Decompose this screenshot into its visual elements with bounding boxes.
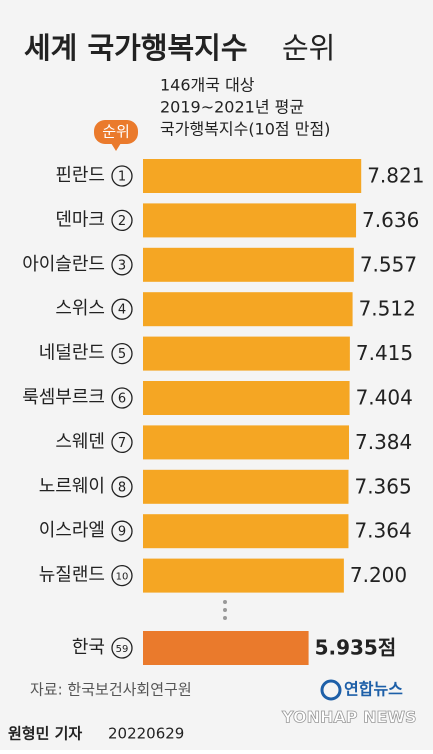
- chart-title-suffix: 순위: [282, 31, 335, 65]
- chart-title: 세계 국가행복지수: [24, 31, 248, 65]
- logo: 연합뉴스: [344, 680, 403, 699]
- bar: [143, 203, 357, 238]
- category-label: 룩셈부르크: [22, 387, 105, 408]
- value-label: 7.821: [367, 164, 424, 188]
- value-label: 7.415: [356, 341, 413, 365]
- rank-circle: [111, 209, 133, 232]
- logo-icon: [320, 679, 342, 701]
- ellipsis: [223, 600, 227, 620]
- value-label: 7.384: [355, 430, 412, 454]
- rank: 9: [118, 525, 126, 540]
- value-label: 7.365: [354, 474, 411, 498]
- rank: 10: [116, 572, 129, 583]
- rank: 6: [118, 392, 126, 407]
- value-label: 7.364: [354, 519, 411, 543]
- rank: 2: [118, 214, 126, 229]
- rank-badge-pointer: [111, 143, 121, 151]
- rank-badge-label: 순위: [102, 123, 130, 141]
- category-label: 아이슬란드: [22, 254, 105, 275]
- bar: [143, 247, 354, 282]
- value-label: 7.557: [360, 252, 417, 276]
- subtitle: 146개국 대상: [160, 76, 255, 95]
- subtitle: 국가행복지수(10점 만점): [160, 120, 330, 139]
- rank: 3: [118, 258, 126, 273]
- bar: [143, 631, 309, 665]
- bar: [143, 159, 362, 193]
- rank-circle: [111, 387, 133, 409]
- bar: [143, 425, 350, 460]
- logo-en: YONHAP NEWS: [281, 708, 417, 727]
- category-label: 뉴질랜드: [39, 565, 105, 586]
- rank-circle: [111, 165, 133, 187]
- value-label: 5.935점: [315, 636, 397, 660]
- rank: 5: [118, 347, 126, 362]
- subtitle: 2019~2021년 평균: [160, 98, 304, 117]
- value-label: 7.636: [362, 208, 419, 232]
- rank-circle: [111, 564, 133, 587]
- bar: [143, 514, 349, 549]
- rank-circle: [111, 520, 133, 542]
- bar: [143, 558, 344, 593]
- rank: 8: [118, 480, 126, 495]
- rank: 59: [116, 644, 129, 655]
- value-label: 7.512: [359, 297, 416, 321]
- category-label: 한국: [72, 637, 105, 658]
- bar: [143, 381, 350, 415]
- value-label: 7.200: [350, 563, 407, 587]
- rank: 7: [118, 436, 126, 451]
- bar: [143, 336, 350, 371]
- date: 20220629: [108, 725, 184, 743]
- rank: 4: [118, 303, 126, 318]
- bar: [143, 469, 349, 504]
- category-label: 핀란드: [55, 165, 105, 186]
- rank: 1: [118, 170, 126, 185]
- rank-circle: [111, 476, 133, 498]
- category-label: 노르웨이: [39, 476, 105, 497]
- rank-circle: [111, 637, 133, 659]
- source: 자료: 한국보건사회연구원: [30, 681, 192, 699]
- category-label: 네덜란드: [39, 343, 105, 364]
- category-label: 스위스: [55, 298, 105, 319]
- rank-badge: [94, 120, 138, 144]
- rank-circle: [111, 431, 133, 454]
- byline: 원형민 기자: [8, 725, 82, 743]
- category-label: 스웨덴: [55, 431, 105, 452]
- rank-circle: [111, 342, 133, 365]
- category-label: 이스라엘: [39, 520, 105, 541]
- value-label: 7.404: [356, 386, 413, 410]
- rank-circle: [111, 298, 133, 320]
- category-label: 덴마크: [55, 209, 105, 230]
- bar: [143, 292, 353, 327]
- rank-circle: [111, 254, 133, 276]
